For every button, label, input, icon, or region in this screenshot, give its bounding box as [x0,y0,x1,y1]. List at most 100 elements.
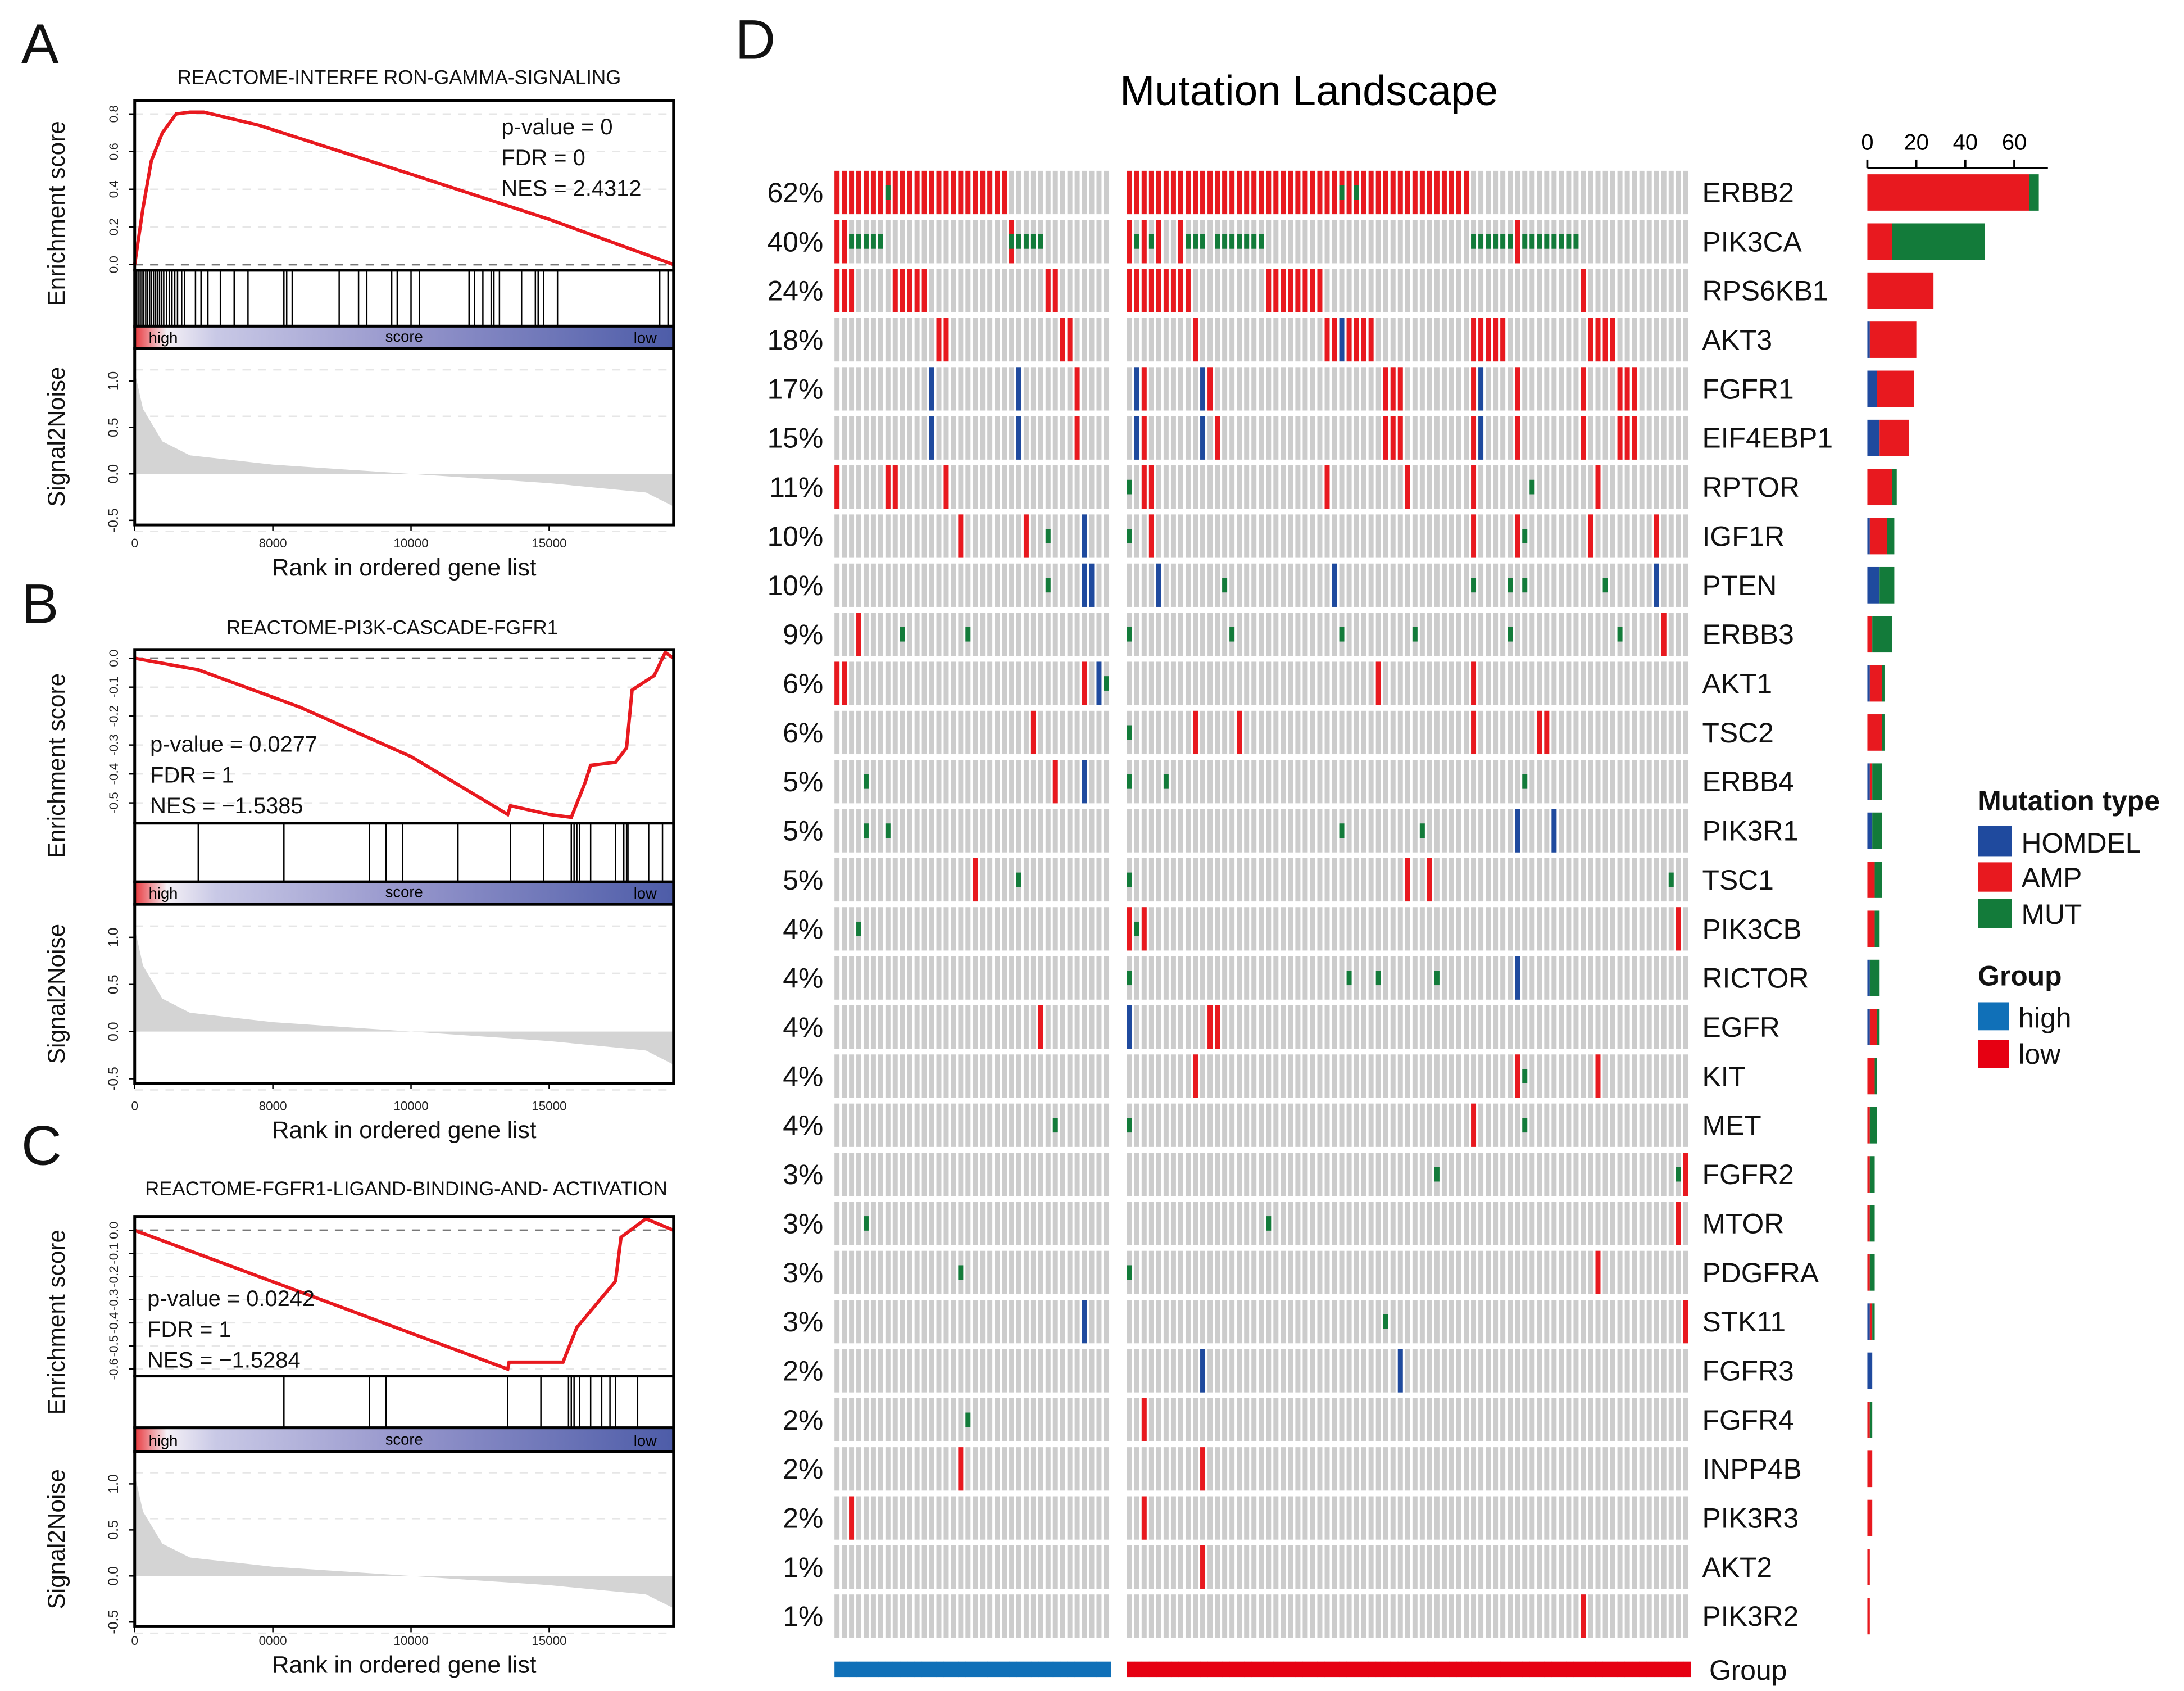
sample-cell [900,1349,905,1393]
count-bar-homdel [1867,566,1880,604]
sample-cell [1332,367,1337,411]
sample-cell [1096,1496,1102,1540]
sample-cell [1646,661,1652,705]
stat-pvalue: p-value = 0 [501,115,612,139]
count-bar-amp [1867,272,1934,309]
sample-cell [1573,318,1579,362]
sample-cell [1515,1202,1520,1245]
sample-cell [1581,1447,1586,1491]
gene-row-akt2 [834,1545,1688,1589]
sample-cell [1310,1202,1315,1245]
sample-cell [1602,661,1608,705]
sample-cell [1317,613,1323,656]
sample-cell [907,1202,912,1245]
sample-cell [842,1398,847,1441]
sample-cell [1434,220,1440,264]
sample-cell [1104,1250,1109,1294]
amp-mark [1170,170,1176,215]
amp-mark [1185,170,1191,215]
amp-mark [1273,269,1279,312]
amp-mark [892,465,898,509]
sample-cell [1427,1005,1432,1049]
sample-cell [1134,760,1139,804]
sample-cell [1082,170,1087,215]
group-cell-low [1324,1661,1332,1678]
sample-cell [1581,760,1586,804]
sample-cell [980,1300,986,1344]
panel-letter-d: D [735,9,775,71]
sample-cell [1427,1300,1432,1344]
sample-cell [842,956,847,1000]
sample-cell [1266,1300,1272,1344]
sample-cell [1302,416,1308,460]
amp-mark [1295,170,1301,215]
sample-cell [1390,1153,1396,1196]
sample-cell [1096,318,1102,362]
sample-cell [1074,220,1080,264]
sample-cell [885,1545,891,1589]
sample-cell [1390,613,1396,656]
sample-cell [1207,907,1213,951]
sample-cell [1244,563,1250,607]
amp-mark [1471,1103,1477,1147]
group-cell-high [842,1661,850,1678]
sample-cell [1002,809,1007,853]
sample-cell [849,661,855,705]
sample-cell [958,760,964,804]
sample-cell [1156,1005,1161,1049]
sample-cell [1185,465,1191,509]
sample-cell [842,858,847,902]
sample-cell [1661,710,1667,755]
sample-cell [1412,760,1418,804]
mut-mark [1617,627,1623,642]
sample-cell [1148,1153,1154,1196]
sample-cell [1302,1202,1308,1245]
sample-cell [1588,1300,1593,1344]
sample-cell [1654,613,1659,656]
ranking-score-colorbar [133,324,675,350]
sample-cell [1317,1447,1323,1491]
sample-cell [1244,367,1250,411]
sample-cell [834,1103,840,1147]
sample-cell [834,1005,840,1049]
sample-cell [1456,220,1461,264]
sample-cell [1193,1447,1198,1491]
sample-cell [1441,1202,1447,1245]
sample-cell [1229,661,1235,705]
sample-cell [1573,661,1579,705]
amp-mark [863,170,869,215]
amp-mark [1602,318,1608,362]
sample-cell [1045,170,1051,215]
amp-mark [995,170,1000,215]
sample-cell [1464,1496,1469,1540]
sample-cell [973,1349,978,1393]
group-cell-low [1148,1661,1157,1678]
sample-cell [1464,956,1469,1000]
sample-cell [1551,563,1557,607]
sample-cell [1581,1153,1586,1196]
mut-mark [1127,1118,1132,1133]
sample-cell [1639,710,1645,755]
enrichment-score-curve [134,1217,674,1372]
sample-cell [936,1005,942,1049]
sample-cell [1244,1545,1250,1589]
sample-cell [1610,465,1615,509]
sample-cell [1339,1545,1345,1589]
sample-cell [1237,318,1242,362]
sample-cell [1237,1103,1242,1147]
sample-cell [1676,318,1681,362]
sample-cell [1016,1398,1021,1441]
sample-cell [1397,613,1403,656]
sample-cell [1067,1103,1073,1147]
sample-cell [1500,1545,1506,1589]
sample-cell [1185,613,1191,656]
sample-cell [995,809,1000,853]
mut-mark [1193,234,1198,249]
mut-mark [1259,234,1264,249]
sample-cell [1266,1545,1272,1589]
sample-cell [1251,1300,1257,1344]
sample-cell [1617,1545,1623,1589]
homdel-mark [1515,956,1520,1000]
sample-cell [929,1496,934,1540]
sample-cell [973,514,978,558]
